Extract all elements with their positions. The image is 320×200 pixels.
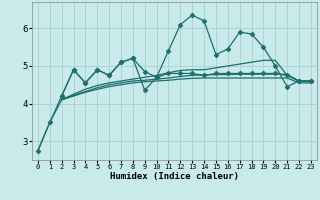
X-axis label: Humidex (Indice chaleur): Humidex (Indice chaleur) — [110, 172, 239, 181]
